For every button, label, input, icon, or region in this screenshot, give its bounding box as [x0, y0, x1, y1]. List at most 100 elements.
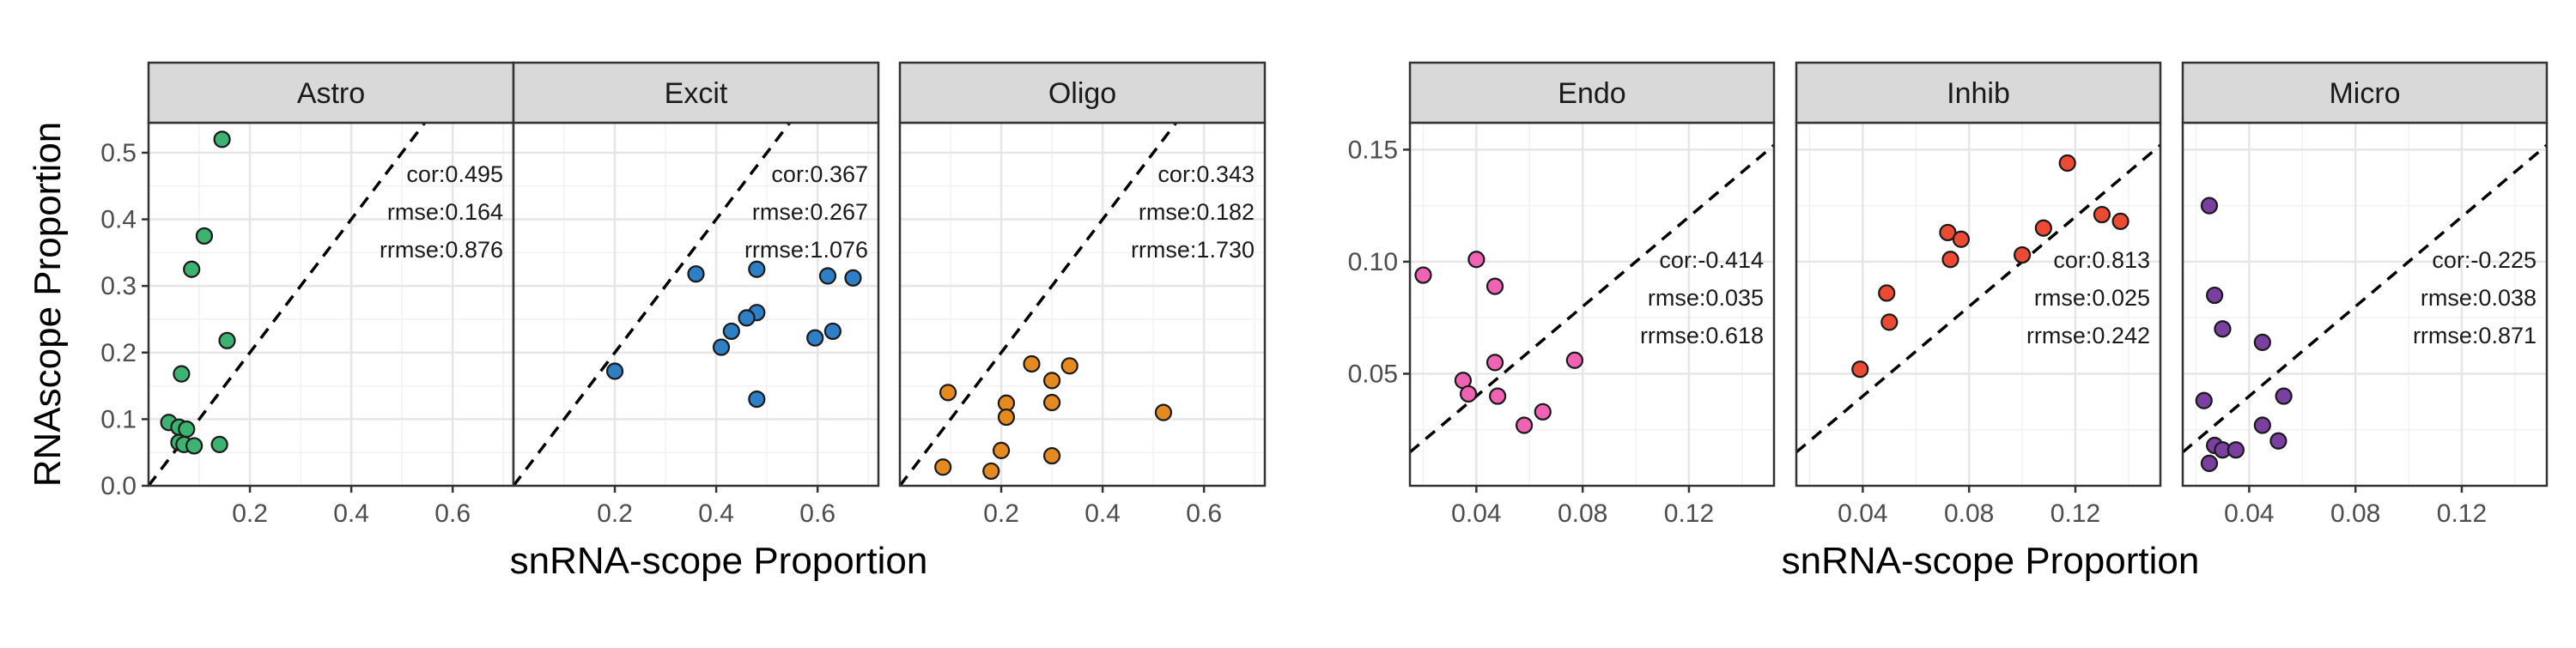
data-point-excit: [844, 269, 862, 287]
data-point-inhib: [1878, 284, 1896, 302]
data-point-inhib: [2034, 219, 2052, 237]
strip-label-endo: Endo: [1558, 77, 1625, 110]
strip-inhib: [1795, 61, 2162, 124]
strip-endo: [1408, 61, 1776, 124]
data-point-oligo: [997, 408, 1016, 427]
data-point-inhib: [1939, 223, 1957, 242]
data-point-astro: [195, 227, 214, 245]
stat-label-oligo: rrmse:1.730: [1131, 237, 1255, 263]
x-tick-label: 0.2: [232, 500, 268, 528]
data-point-oligo: [1042, 393, 1061, 412]
data-point-micro: [2195, 391, 2213, 409]
data-point-oligo: [1042, 446, 1061, 465]
data-point-endo: [1414, 266, 1432, 284]
x-tick-label: 0.6: [1186, 500, 1222, 528]
strip-excit: [512, 61, 880, 124]
panel-background-inhib: [1796, 123, 2160, 486]
data-point-astro: [173, 365, 191, 383]
stat-label-astro: rrmse:0.876: [380, 237, 503, 263]
panel-background-endo: [1410, 123, 1774, 486]
x-tick-label: 0.6: [434, 500, 471, 528]
stat-label-inhib: cor:0.813: [2053, 247, 2150, 273]
stat-label-oligo: rmse:0.182: [1139, 199, 1255, 225]
data-point-oligo: [1060, 357, 1078, 375]
x-tick-label: 0.08: [2330, 500, 2380, 528]
x-axis-title: snRNA-scope Proportion: [1782, 540, 2200, 582]
identity-line-excit: [512, 121, 792, 488]
x-tick-label: 0.4: [333, 500, 369, 528]
x-tick-label: 0.2: [597, 500, 633, 528]
strip-label-astro: Astro: [297, 77, 365, 110]
data-point-inhib: [1851, 360, 1869, 379]
data-point-micro: [2200, 197, 2219, 215]
data-point-excit: [687, 265, 705, 283]
strip-label-oligo: Oligo: [1048, 77, 1116, 110]
identity-line-micro: [2181, 143, 2549, 454]
data-point-endo: [1534, 403, 1552, 421]
data-point-oligo: [939, 384, 957, 402]
data-point-inhib: [1880, 313, 1899, 331]
stat-label-excit: cor:0.367: [771, 161, 868, 187]
x-tick-label: 0.2: [983, 500, 1019, 528]
x-tick-label: 0.4: [1084, 500, 1121, 528]
data-point-endo: [1485, 277, 1504, 295]
y-tick-label: 0.15: [1348, 136, 1398, 164]
x-tick-label: 0.12: [2050, 500, 2100, 528]
data-point-micro: [2214, 320, 2232, 338]
y-tick-label: 0.05: [1348, 360, 1398, 388]
data-point-endo: [1515, 416, 1534, 434]
x-tick-label: 0.04: [1838, 500, 1887, 528]
stat-label-micro: rrmse:0.871: [2413, 323, 2537, 348]
strip-label-micro: Micro: [2329, 77, 2400, 110]
data-point-astro: [218, 331, 236, 349]
strip-micro: [2181, 61, 2549, 124]
data-point-endo: [1565, 351, 1583, 369]
data-point-oligo: [1023, 354, 1041, 373]
data-point-micro: [2275, 387, 2293, 405]
y-tick-label: 0.2: [100, 339, 137, 367]
identity-line-endo: [1408, 143, 1776, 454]
data-point-excit: [823, 322, 841, 341]
x-tick-label: 0.12: [2437, 500, 2487, 528]
x-tick-label: 0.6: [799, 500, 835, 528]
data-point-micro: [2206, 286, 2224, 305]
x-tick-label: 0.08: [1944, 500, 1994, 528]
y-tick-label: 0.5: [100, 139, 137, 167]
data-point-endo: [1489, 387, 1507, 405]
stat-label-oligo: cor:0.343: [1157, 161, 1255, 187]
y-tick-label: 0.10: [1348, 248, 1398, 276]
x-tick-label: 0.08: [1558, 500, 1607, 528]
data-point-oligo: [934, 458, 952, 476]
y-tick-label: 0.4: [100, 206, 137, 234]
data-point-astro: [183, 260, 201, 278]
strip-label-excit: Excit: [665, 77, 728, 110]
x-tick-label: 0.04: [2224, 500, 2274, 528]
stat-label-inhib: rrmse:0.242: [2026, 323, 2150, 348]
data-point-astro: [213, 130, 231, 148]
strip-oligo: [898, 61, 1267, 124]
data-point-excit: [605, 362, 624, 380]
data-point-oligo: [992, 441, 1011, 459]
stat-label-excit: rrmse:1.076: [744, 237, 868, 263]
x-tick-label: 0.4: [698, 500, 734, 528]
x-tick-label: 0.12: [1664, 500, 1714, 528]
data-point-endo: [1485, 354, 1504, 372]
data-point-micro: [2253, 333, 2271, 351]
stat-label-excit: rmse:0.267: [752, 199, 868, 225]
strip-label-inhib: Inhib: [1947, 77, 2010, 110]
x-tick-label: 0.04: [1451, 500, 1501, 528]
y-tick-label: 0.1: [100, 405, 137, 433]
data-point-micro: [2200, 454, 2219, 472]
stat-label-endo: rmse:0.035: [1648, 285, 1764, 311]
data-point-inhib: [2093, 205, 2111, 224]
stat-label-inhib: rmse:0.025: [2034, 285, 2150, 311]
data-point-micro: [2227, 441, 2245, 459]
strip-astro: [147, 61, 515, 124]
stat-label-astro: rmse:0.164: [387, 199, 503, 225]
panel-background-micro: [2183, 123, 2547, 486]
data-point-oligo: [1154, 403, 1173, 421]
data-point-endo: [1459, 385, 1478, 403]
data-point-excit: [748, 260, 766, 278]
